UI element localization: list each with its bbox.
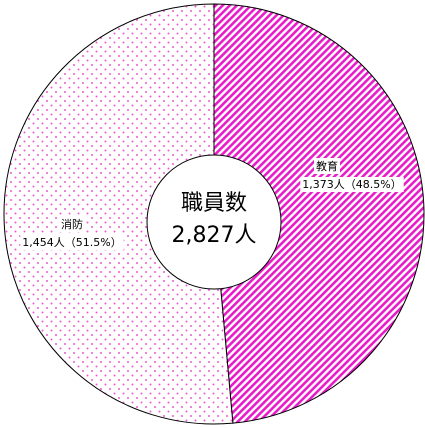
category-label: 消防 (61, 217, 83, 231)
total-label: 2,827人 (172, 223, 257, 248)
category-label: 教育 (316, 159, 338, 173)
slice (3, 3, 234, 425)
label-background (314, 158, 340, 174)
label-background (20, 235, 124, 250)
slice (213, 3, 425, 424)
label-background (300, 177, 404, 192)
donut-hole (146, 154, 282, 290)
value-label: 1,373人（48.5%） (302, 178, 401, 191)
center-label: 職員数 (181, 191, 247, 216)
value-label: 1,454人（51.5%） (22, 236, 121, 249)
label-background (59, 216, 85, 232)
